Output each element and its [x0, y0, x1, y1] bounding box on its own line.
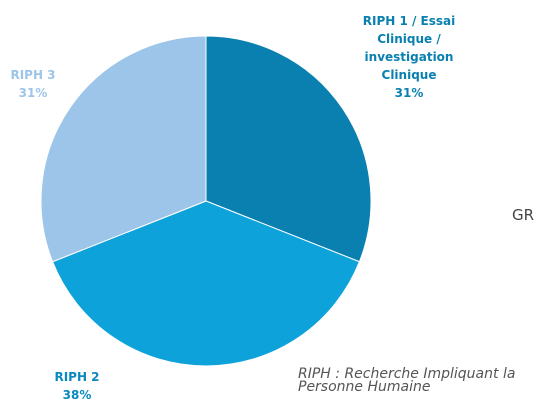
footnote: RIPH : Recherche Impliquant la Personne …	[298, 366, 516, 395]
value-label: 31%	[18, 86, 48, 100]
pie-slice	[205, 35, 372, 263]
value-label: 38%	[62, 388, 92, 402]
slice-label: RIPH 1 / Essai Clinique / investigation …	[350, 12, 468, 102]
category-label: RIPH 1 / Essai Clinique / investigation …	[362, 14, 456, 82]
value-label: 31%	[394, 86, 424, 100]
category-label: RIPH 3	[10, 68, 56, 82]
cut-off-text: GR	[512, 206, 535, 224]
slice-label: RIPH 2 38%	[40, 368, 114, 404]
slice-label: RIPH 3 31%	[0, 66, 70, 102]
pie-slice	[40, 35, 207, 263]
pie-slice	[51, 200, 361, 367]
category-label: RIPH 2	[54, 370, 100, 384]
